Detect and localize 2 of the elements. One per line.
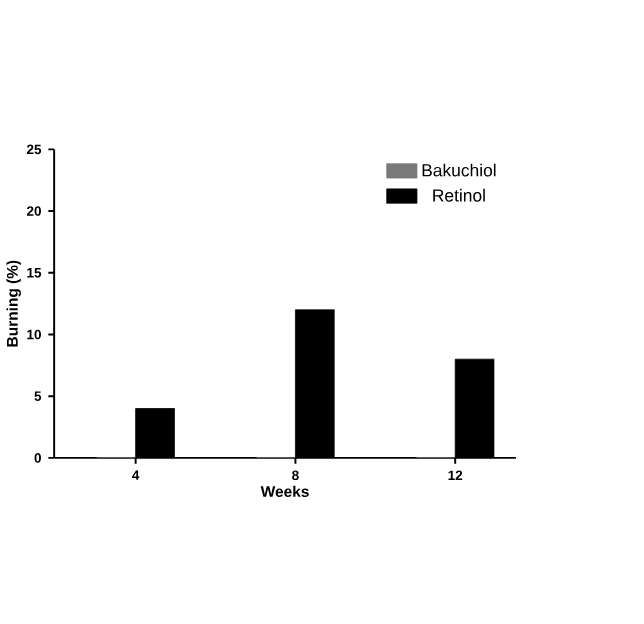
legend-label: Bakuchiol	[422, 163, 496, 177]
legend-label: Retinol	[433, 188, 485, 202]
